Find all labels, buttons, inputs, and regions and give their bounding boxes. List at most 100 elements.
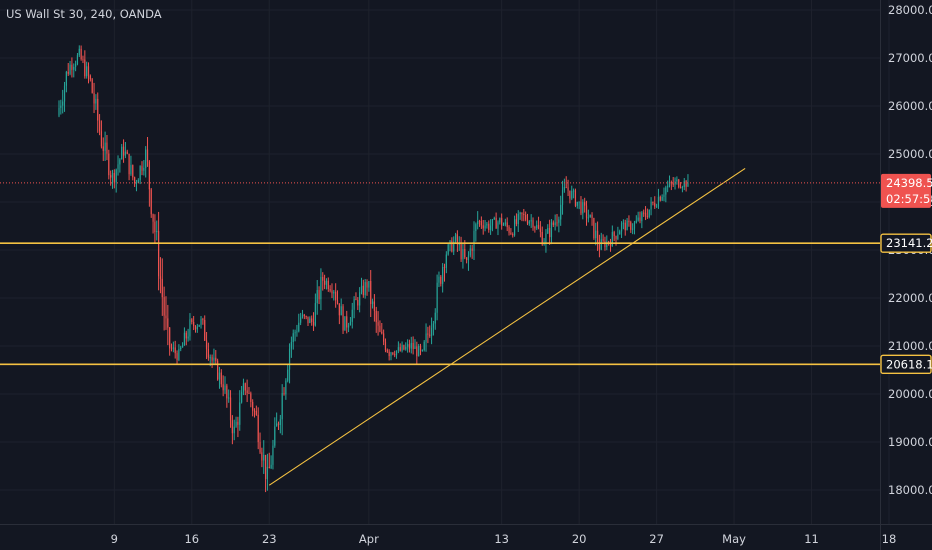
candle-body-down bbox=[329, 289, 331, 291]
candle-body-down bbox=[370, 281, 372, 304]
candle-body-down bbox=[525, 215, 527, 220]
candle-body-up bbox=[517, 214, 519, 224]
candle-body-up bbox=[95, 98, 97, 104]
candle-body-down bbox=[373, 301, 375, 311]
candle-body-up bbox=[189, 319, 191, 337]
candle-body-down bbox=[506, 222, 508, 228]
candle-body-up bbox=[320, 276, 322, 300]
candle-body-down bbox=[416, 346, 418, 357]
candle-body-down bbox=[596, 230, 599, 244]
candle-body-down bbox=[482, 225, 484, 229]
candle-body-down bbox=[366, 282, 368, 288]
candle-body-down bbox=[412, 342, 414, 349]
candle-body-up bbox=[430, 327, 433, 336]
candle-body-up bbox=[407, 344, 409, 347]
candle-body-down bbox=[541, 231, 543, 245]
candle-body-up bbox=[587, 217, 589, 219]
candle-body-down bbox=[277, 423, 280, 425]
candle-body-up bbox=[668, 182, 671, 186]
candle-body-up bbox=[637, 217, 639, 221]
candle-body-up bbox=[276, 423, 278, 427]
candle-body-up bbox=[390, 352, 392, 357]
candle-body-up bbox=[626, 220, 628, 231]
trendline bbox=[268, 167, 746, 486]
candle-body-up bbox=[266, 466, 269, 480]
candle-body-up bbox=[180, 347, 182, 350]
candle-body-up bbox=[519, 212, 521, 215]
candle-body-up bbox=[69, 64, 71, 74]
candle-body-up bbox=[287, 369, 289, 381]
candle-body-down bbox=[342, 306, 344, 331]
candle-body-up bbox=[294, 332, 296, 334]
candle-body-down bbox=[324, 280, 326, 285]
candle-body-down bbox=[176, 353, 178, 360]
candle-body-up bbox=[635, 220, 637, 223]
candle-body-up bbox=[477, 221, 479, 225]
candle-body-down bbox=[170, 348, 173, 350]
candle-body-down bbox=[100, 131, 103, 147]
candle-body-up bbox=[351, 309, 353, 322]
candle-body-down bbox=[185, 332, 187, 339]
candle-body-up bbox=[571, 190, 573, 199]
candle-body-down bbox=[246, 390, 248, 394]
candle-body-up bbox=[397, 347, 399, 351]
candle-body-down bbox=[217, 360, 219, 380]
candle-body-up bbox=[484, 225, 486, 229]
candle-body-up bbox=[325, 280, 328, 285]
candle-body-down bbox=[539, 228, 541, 232]
candle-body-down bbox=[602, 239, 604, 241]
candle-body-up bbox=[309, 318, 311, 324]
candle-body-down bbox=[584, 202, 586, 206]
candle-body-down bbox=[237, 421, 239, 425]
candle-body-up bbox=[196, 326, 198, 330]
candle-body-up bbox=[447, 244, 449, 255]
candle-body-down bbox=[501, 218, 503, 226]
candle-body-down bbox=[355, 299, 357, 301]
candle-body-up bbox=[270, 464, 272, 469]
candle-body-up bbox=[497, 222, 499, 229]
candle-body-up bbox=[115, 169, 117, 183]
candle-body-up bbox=[73, 66, 75, 70]
candle-body-up bbox=[467, 255, 470, 261]
candle-body-down bbox=[654, 203, 656, 207]
candle-body-up bbox=[395, 350, 398, 356]
candle-body-down bbox=[331, 290, 333, 294]
candle-body-up bbox=[228, 397, 230, 399]
candle-body-up bbox=[486, 223, 488, 226]
candle-body-up bbox=[425, 333, 427, 342]
candle-body-up bbox=[316, 290, 318, 304]
candle-body-up bbox=[137, 179, 139, 183]
candle-body-down bbox=[205, 340, 208, 350]
candle-body-up bbox=[423, 341, 425, 351]
candle-body-down bbox=[305, 316, 307, 318]
candle-body-down bbox=[598, 243, 601, 250]
candle-body-up bbox=[622, 222, 624, 224]
candle-body-down bbox=[89, 75, 91, 80]
candle-body-down bbox=[80, 48, 82, 60]
candle-body-up bbox=[156, 230, 158, 233]
candle-body-up bbox=[578, 201, 580, 203]
candle-body-down bbox=[574, 190, 577, 206]
candle-body-down bbox=[443, 267, 446, 269]
candle-body-up bbox=[279, 419, 281, 425]
y-tick-label: 26000.0 bbox=[888, 99, 932, 113]
candle-body-up bbox=[434, 312, 436, 324]
candle-body-up bbox=[543, 244, 545, 246]
candle-body-up bbox=[617, 234, 619, 239]
candle-body-down bbox=[427, 333, 429, 335]
x-tick-label: 18 bbox=[882, 532, 897, 546]
candle-body-up bbox=[104, 142, 106, 151]
candle-body-up bbox=[119, 159, 121, 165]
candle-body-down bbox=[643, 212, 645, 214]
candle-body-down bbox=[628, 220, 630, 223]
candle-body-down bbox=[556, 222, 558, 224]
candle-body-up bbox=[573, 190, 575, 192]
candle-body-up bbox=[242, 383, 245, 392]
candle-body-down bbox=[672, 183, 674, 185]
level-price-label: 23141.2 bbox=[886, 236, 932, 250]
candle-body-down bbox=[163, 297, 165, 316]
x-tick-label: 20 bbox=[572, 532, 587, 546]
candle-body-up bbox=[619, 231, 621, 235]
